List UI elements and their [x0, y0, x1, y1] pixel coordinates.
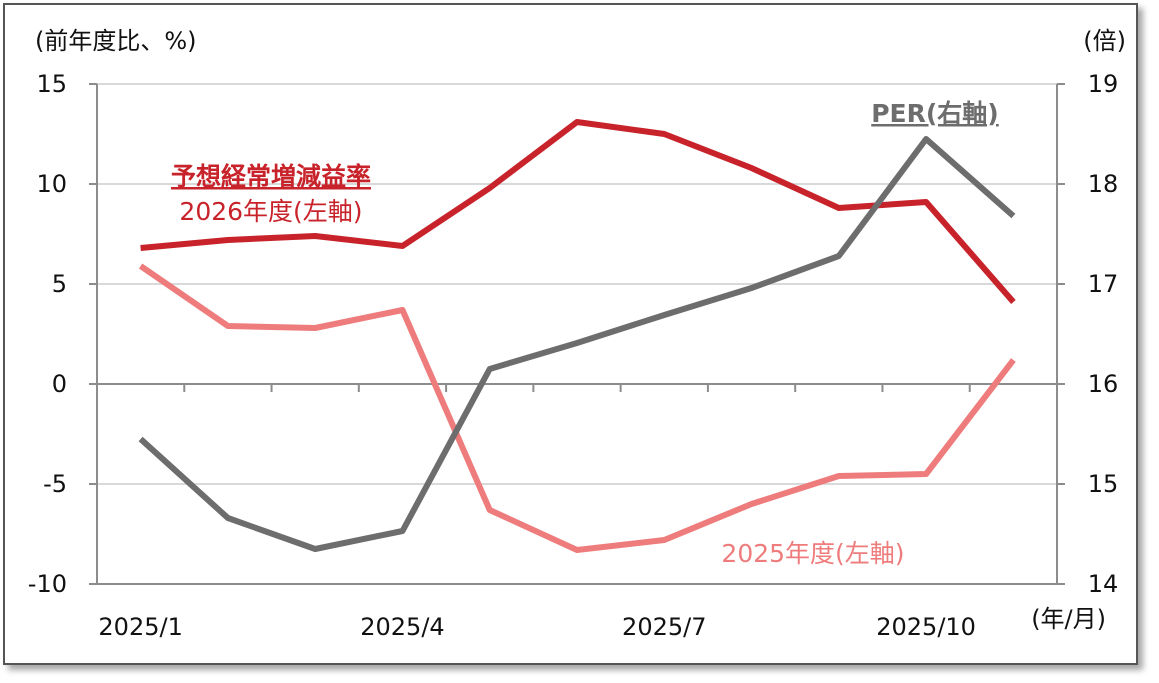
per-line [138, 136, 1016, 552]
fy2026-line [140, 119, 1016, 304]
right-tick-label: 16 [1088, 370, 1119, 398]
x-tick-label: 2025/7 [622, 613, 706, 641]
left-tick-label: 15 [36, 70, 67, 98]
axes: 15 10 5 0 -5 -10 19 18 17 16 15 14 2025/1 2025/4 2025/… [28, 70, 1118, 641]
right-tick-label: 18 [1088, 170, 1119, 198]
right-tick-label: 14 [1088, 570, 1119, 598]
left-tick-label: -10 [28, 570, 67, 598]
fy2025-line [138, 263, 1016, 553]
right-axis-label: (倍) [1083, 27, 1126, 55]
left-axis-label: (前年度比、%) [35, 27, 197, 55]
x-tick-label: 2025/10 [876, 613, 976, 641]
fy2026-series-sublabel: 2026年度(左軸) [179, 197, 362, 226]
left-tick-label: 10 [36, 170, 67, 198]
x-tick-label: 2025/4 [360, 613, 444, 641]
chart-frame: 15 10 5 0 -5 -10 19 18 17 16 15 14 2025/1 2025/4 2025/… [3, 3, 1138, 665]
right-tick-label: 17 [1088, 270, 1119, 298]
x-axis-label: (年/月) [1031, 605, 1106, 633]
gridlines [97, 83, 1057, 485]
left-tick-label: -5 [43, 470, 67, 498]
left-tick-label: 0 [52, 370, 67, 398]
series-lines [138, 119, 1016, 553]
left-tick-label: 5 [52, 270, 67, 298]
right-tick-label: 15 [1088, 470, 1119, 498]
fy2025-series-label: 2025年度(左軸) [721, 539, 904, 568]
right-tick-label: 19 [1088, 70, 1119, 98]
chart-canvas: 15 10 5 0 -5 -10 19 18 17 16 15 14 2025/1 2025/4 2025/… [28, 27, 1126, 641]
fy2026-series-label: 予想経常増減益率 [171, 162, 371, 191]
per-series-label: PER(右軸) [871, 99, 999, 128]
x-tick-label: 2025/1 [98, 613, 182, 641]
